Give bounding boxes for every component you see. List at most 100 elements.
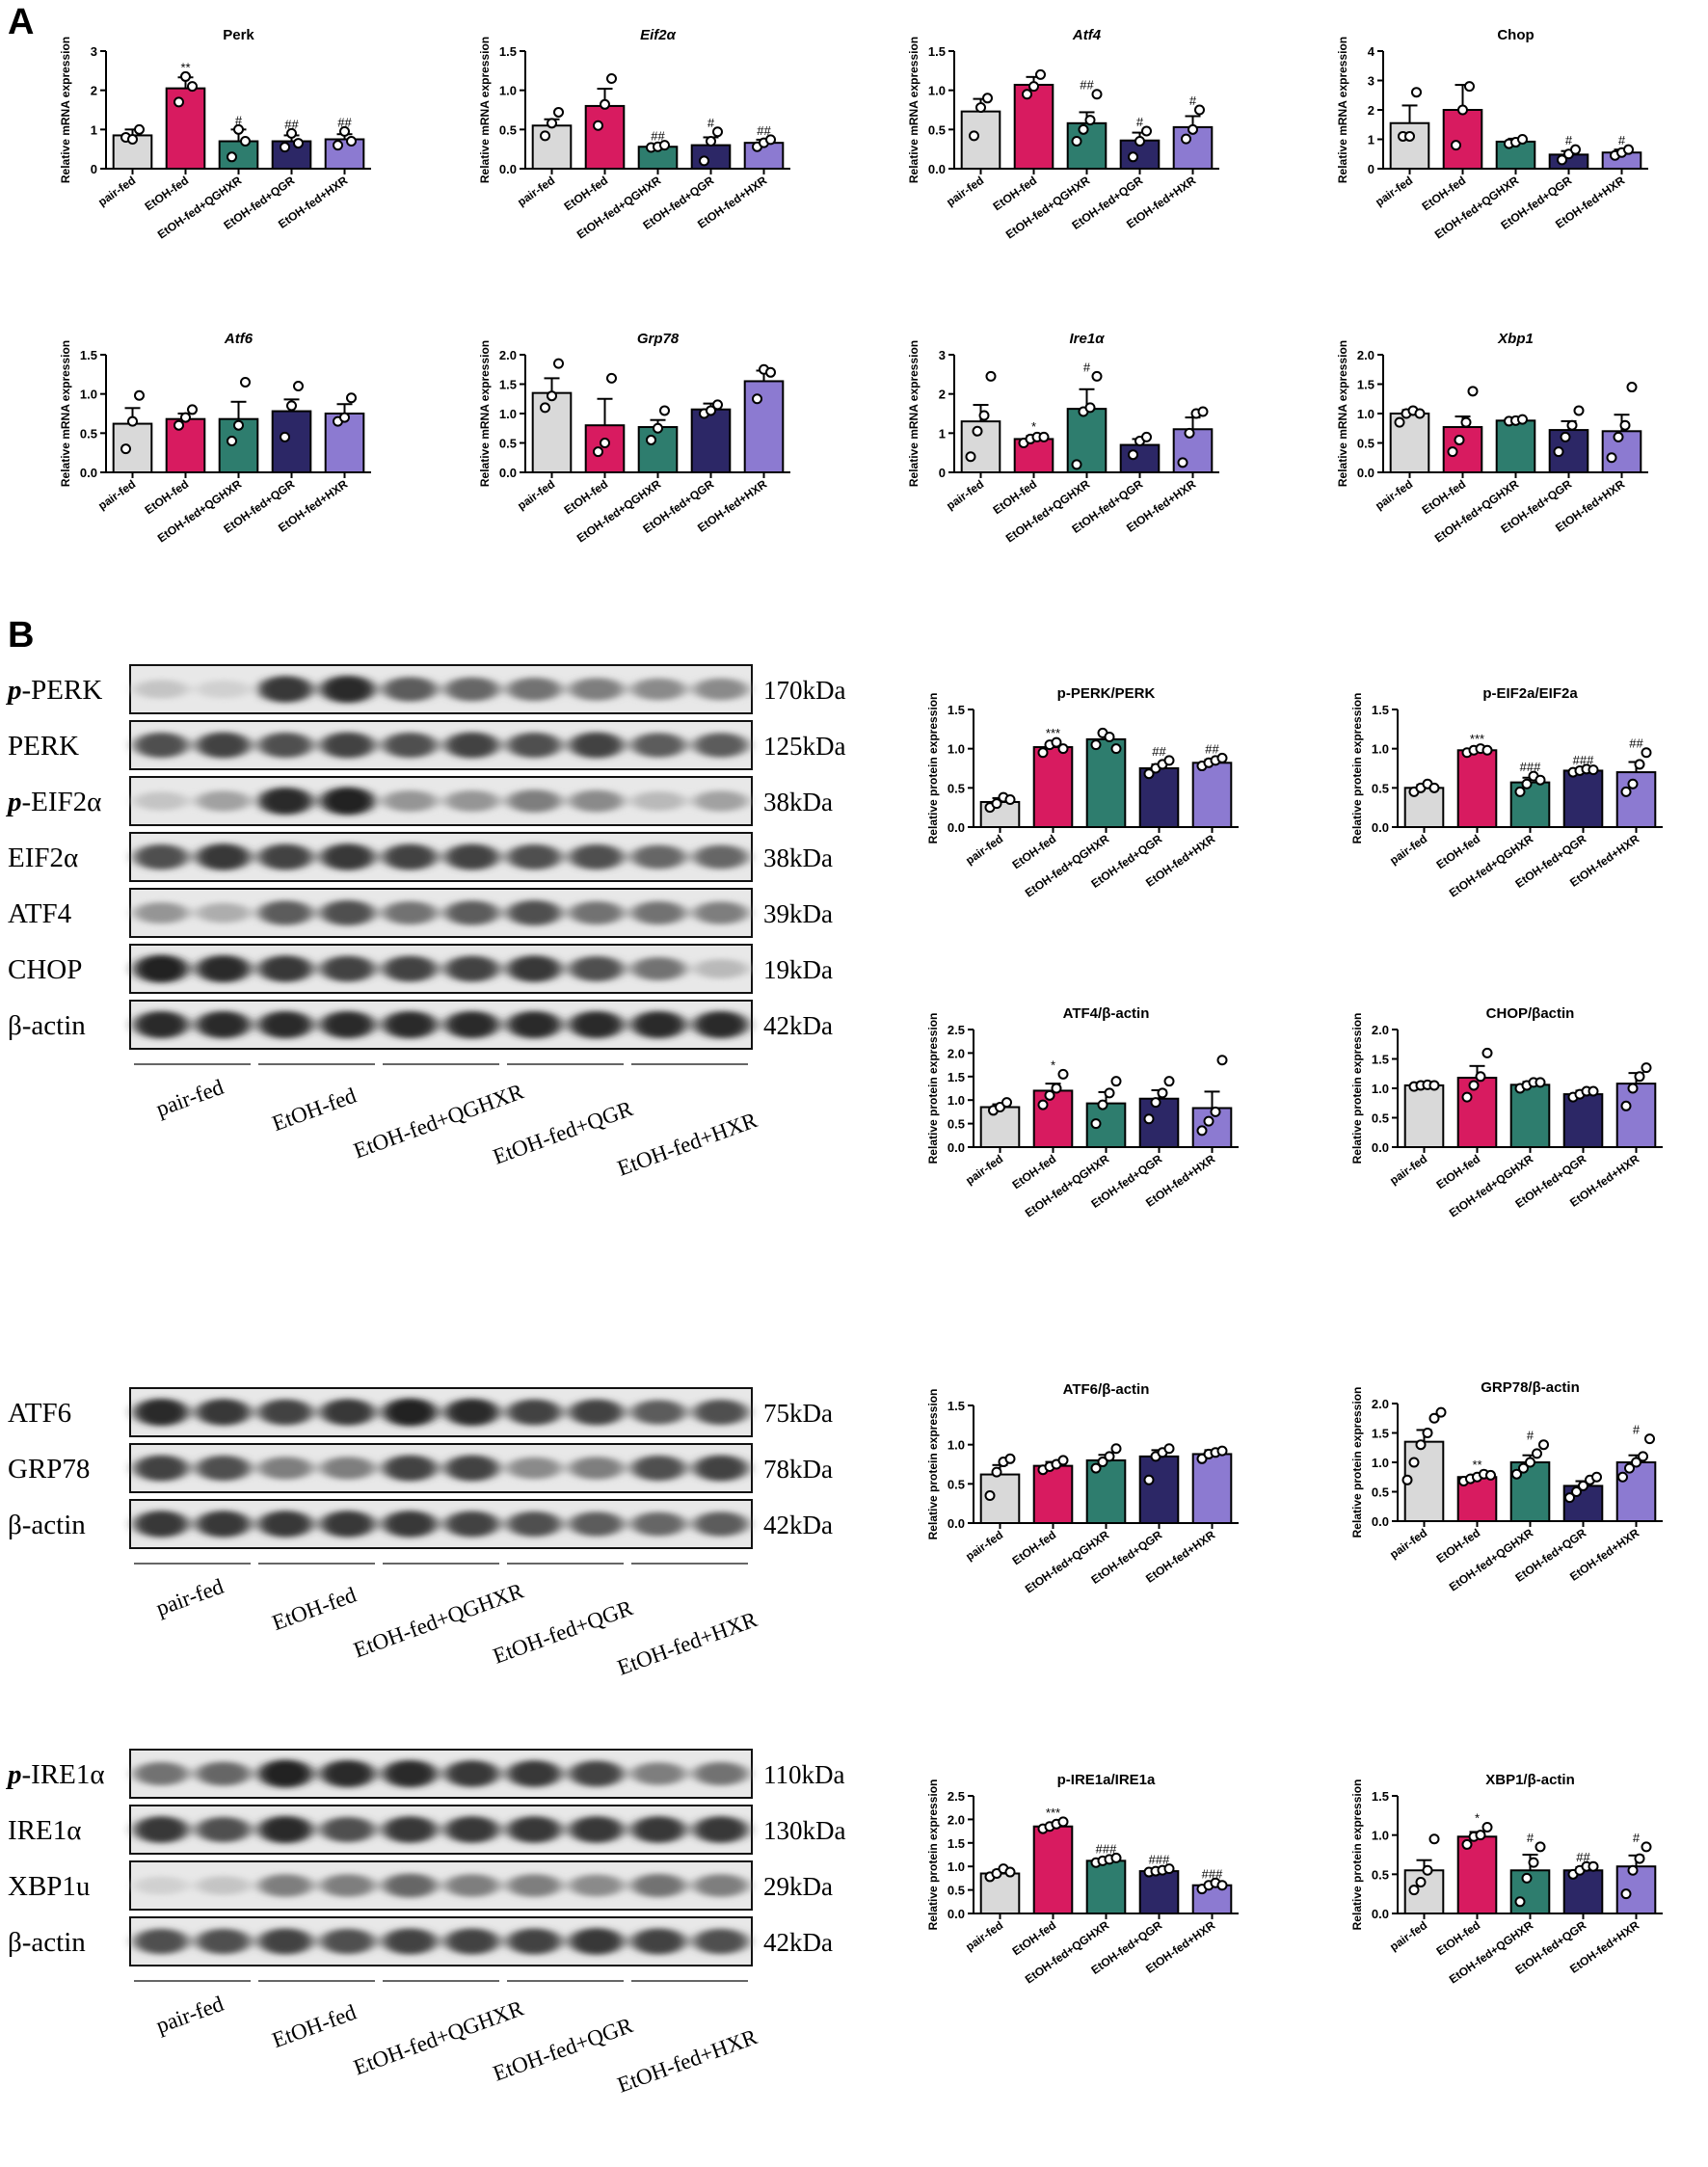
bar <box>165 87 206 170</box>
blot-band <box>133 680 189 699</box>
data-point <box>1514 786 1526 797</box>
data-point <box>1078 123 1089 135</box>
data-point <box>1150 1097 1161 1109</box>
data-point <box>286 127 297 139</box>
y-axis-label: Relative protein expression <box>1350 1013 1364 1164</box>
bar <box>324 138 365 170</box>
bar <box>1615 1083 1657 1148</box>
protein-name: XBP1u <box>8 1871 90 1902</box>
blot-band <box>506 1874 562 1897</box>
x-tick-label: EtOH-fed <box>1420 477 1469 517</box>
data-point <box>553 358 564 369</box>
data-point <box>1216 752 1228 763</box>
y-tick-label: 3 <box>939 348 946 362</box>
significance-mark: ** <box>180 60 190 74</box>
chart-chop-mrna: Chop Relative mRNA expression 0 1 2 3 4 pair-fe… <box>1321 24 1663 313</box>
data-point <box>1521 1872 1533 1884</box>
blot-band <box>569 1760 625 1787</box>
data-point <box>712 126 723 138</box>
data-point <box>1394 416 1405 428</box>
data-point <box>547 390 557 402</box>
y-tick-label: 1.5 <box>80 348 97 362</box>
blot-band <box>196 843 252 870</box>
blot-band <box>569 1928 625 1955</box>
y-tick-label: 1.0 <box>947 1093 965 1108</box>
y-tick-label: 1 <box>91 122 97 137</box>
blot-band <box>133 1876 189 1895</box>
blot-band <box>196 732 252 759</box>
data-point <box>765 366 776 378</box>
x-tick-label: pair-fed <box>963 832 1005 868</box>
blot-band <box>133 1398 189 1427</box>
significance-mark: # <box>1633 1423 1641 1437</box>
data-point <box>1588 764 1599 776</box>
protein-name: -PERK <box>22 675 103 706</box>
protein-name: GRP78 <box>8 1454 90 1485</box>
blot-band <box>444 955 500 982</box>
blot-band <box>444 1455 500 1482</box>
blot-band <box>569 1399 625 1426</box>
bar <box>637 426 679 473</box>
significance-mark: ## <box>651 129 665 144</box>
chart-title: Atf6 <box>224 331 254 347</box>
data-point <box>1538 1439 1549 1451</box>
blot-band <box>506 955 562 982</box>
bar <box>690 408 732 473</box>
protein-name: β-actin <box>8 1510 86 1540</box>
data-point <box>286 400 297 412</box>
bar <box>1191 762 1233 828</box>
y-tick-label: 2 <box>1368 103 1374 118</box>
blot-band <box>444 677 500 702</box>
y-tick-label: 0.0 <box>499 466 517 480</box>
protein-name: CHOP <box>8 954 82 985</box>
y-tick-label: 2.0 <box>1372 1023 1389 1037</box>
x-tick-label: EtOH-fed <box>1434 1526 1483 1565</box>
molecular-weight-label: 78kDa <box>763 1455 833 1484</box>
data-point <box>1641 1841 1652 1853</box>
bar <box>1495 419 1536 473</box>
group-label: EtOH-fed+HXR <box>614 2024 761 2098</box>
y-axis-label: Relative protein expression <box>1350 1387 1364 1538</box>
y-tick-label: 2.5 <box>947 1023 965 1037</box>
blot-band <box>133 1455 189 1482</box>
significance-mark: * <box>1051 1057 1055 1072</box>
blot-band <box>569 843 625 870</box>
data-point <box>1408 1457 1420 1468</box>
data-point <box>1415 1876 1427 1887</box>
blot-protein-label: EIF2α <box>8 843 78 873</box>
x-tick-label: pair-fed <box>963 1918 1005 1954</box>
y-tick-label: 1.0 <box>1372 1456 1389 1470</box>
data-point <box>1110 1076 1122 1087</box>
blot-band <box>320 675 376 704</box>
data-point <box>1528 1857 1539 1868</box>
data-point <box>1044 1089 1055 1101</box>
blot-band <box>506 1816 562 1843</box>
blot-band <box>196 902 252 923</box>
x-tick-label: pair-fed <box>515 174 557 209</box>
molecular-weight-label: 42kDa <box>763 1011 833 1040</box>
data-point <box>1535 1841 1546 1853</box>
x-tick-label: EtOH-fed <box>1434 1918 1483 1958</box>
blot-band <box>630 1010 686 1039</box>
data-point <box>1163 1863 1175 1875</box>
data-point <box>553 106 564 118</box>
data-point <box>1631 1457 1641 1468</box>
significance-mark: # <box>1618 133 1626 147</box>
blot-band <box>196 1399 252 1426</box>
y-tick-label: 0.0 <box>928 162 946 176</box>
bar <box>690 144 732 170</box>
blot-band <box>196 1928 252 1955</box>
data-point <box>1004 794 1016 806</box>
data-point <box>1641 747 1652 759</box>
y-tick-label: 2.0 <box>499 348 517 362</box>
protein-name: IRE1α <box>8 1815 81 1846</box>
data-point <box>1525 1457 1535 1468</box>
blot-protein-label: XBP1u <box>8 1871 90 1902</box>
blot-band <box>382 1816 438 1843</box>
bar <box>1456 749 1498 828</box>
x-tick-label: pair-fed <box>95 174 138 209</box>
y-tick-label: 1.5 <box>499 44 517 59</box>
phospho-prefix: p <box>5 1759 22 1790</box>
blot-band <box>630 1928 686 1955</box>
